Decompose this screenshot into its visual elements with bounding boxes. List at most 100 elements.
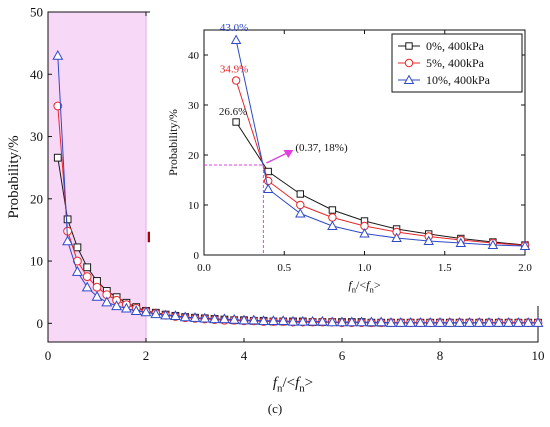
legend: 0%, 400kPa 5%, 400kPa 10%, 400kPa: [391, 33, 523, 93]
annotation-label: 43.0%: [220, 22, 248, 34]
data-point: [519, 240, 531, 251]
x-axis-label: fn/<fn>: [348, 278, 380, 295]
data-point: [209, 313, 221, 324]
x-tick-label: 2.0: [518, 262, 532, 274]
data-point: [483, 317, 495, 327]
data-point: [262, 183, 274, 194]
data-point: [444, 317, 456, 327]
x-tick-label: 1.5: [438, 262, 452, 274]
legend-marker: [405, 42, 413, 50]
data-point: [218, 313, 230, 324]
data-point: [232, 118, 240, 126]
data-point: [359, 228, 370, 238]
y-tick-label: 20: [30, 191, 43, 206]
data-point: [83, 263, 92, 272]
data-point: [130, 305, 142, 316]
data-point: [307, 315, 319, 326]
data-point: [385, 317, 397, 327]
x-tick-label: 0.0: [197, 262, 211, 274]
series-line: [235, 80, 526, 246]
y-tick-label: 30: [30, 129, 43, 144]
x-tick-label: 10: [532, 348, 545, 363]
data-point: [454, 317, 466, 327]
legend-label: 0%, 400kPa: [426, 39, 485, 53]
main-chart: 0 2 4 6 8 10 0 10 20 30 40 50 fn/<fn> Probability/%: [6, 5, 545, 395]
data-point: [53, 101, 63, 111]
annotation-label: 34.9%: [220, 64, 248, 76]
x-tick-label: 0.5: [277, 262, 291, 274]
legend-marker: [403, 74, 415, 85]
data-point: [258, 315, 270, 326]
data-point: [81, 281, 93, 292]
data-point: [231, 76, 241, 85]
data-point: [230, 34, 242, 45]
y-tick-label: 10: [188, 200, 200, 212]
data-point: [532, 317, 544, 327]
y-tick-label: 20: [188, 150, 200, 162]
data-point: [423, 235, 434, 246]
data-point: [356, 316, 368, 327]
data-point: [327, 220, 338, 231]
data-point: [287, 315, 299, 326]
data-point: [391, 232, 402, 243]
x-tick-label: 8: [437, 348, 444, 363]
x-tick-label: 1.0: [358, 262, 372, 274]
data-point: [405, 317, 417, 327]
data-point: [199, 312, 211, 323]
y-tick-label: 30: [188, 100, 200, 112]
data-point: [365, 316, 377, 327]
data-point: [434, 317, 446, 327]
data-point: [316, 315, 328, 326]
data-point: [91, 290, 103, 301]
data-point: [228, 313, 240, 324]
legend-label: 10%, 400kPa: [426, 73, 491, 87]
data-point: [140, 306, 152, 317]
data-point: [52, 49, 64, 60]
data-point: [328, 213, 337, 222]
data-point: [493, 317, 505, 327]
data-point: [522, 317, 534, 327]
y-tick-label: 0: [194, 250, 200, 262]
legend-marker: [404, 58, 414, 68]
series-line: [235, 121, 526, 246]
data-point: [503, 317, 515, 327]
series-line: [235, 39, 526, 247]
y-axis-label: Probability/%: [166, 109, 180, 176]
crossing-pointer-head: [283, 150, 294, 158]
x-axis-label: fn/<fn>: [273, 375, 313, 395]
data-point: [473, 317, 485, 327]
x-tick-label: 0: [45, 348, 52, 363]
data-point: [189, 312, 201, 322]
data-point: [375, 316, 387, 327]
y-tick-label: 50: [30, 5, 43, 20]
data-point: [395, 317, 407, 327]
data-point: [346, 316, 358, 327]
data-point: [248, 314, 260, 325]
data-point: [160, 309, 172, 320]
data-point: [82, 272, 92, 282]
panel-label: (c): [268, 401, 282, 416]
data-point: [73, 243, 82, 252]
data-point: [296, 200, 305, 210]
y-tick-label: 10: [30, 254, 43, 269]
data-point: [179, 311, 191, 322]
data-point: [169, 310, 181, 321]
data-point: [296, 190, 305, 198]
data-point: [414, 317, 426, 327]
inset-chart: 0.0 0.5 1.0 1.5 2.0 0 10 20 30 40 fn/<fn> Probabili…: [150, 8, 542, 306]
data-point: [238, 314, 250, 325]
data-point: [297, 315, 309, 326]
x-tick-label: 6: [339, 348, 346, 363]
y-axis-label: Probability/%: [6, 135, 22, 218]
data-point: [101, 296, 113, 307]
data-point: [277, 315, 289, 326]
data-point: [463, 317, 475, 327]
data-point: [295, 208, 306, 218]
legend-label: 5%, 400kPa: [426, 56, 485, 70]
x-tick-label: 4: [241, 348, 248, 363]
data-point: [92, 282, 102, 292]
y-tick-label: 40: [188, 50, 200, 62]
data-point: [53, 153, 62, 162]
data-point: [63, 215, 72, 224]
